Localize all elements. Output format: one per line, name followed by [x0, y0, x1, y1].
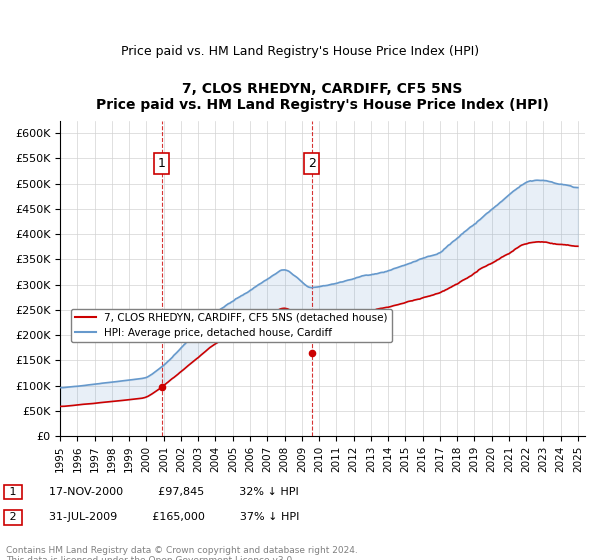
Text: 2: 2	[308, 157, 316, 170]
Legend: 7, CLOS RHEDYN, CARDIFF, CF5 5NS (detached house), HPI: Average price, detached : 7, CLOS RHEDYN, CARDIFF, CF5 5NS (detach…	[71, 309, 392, 342]
Point	[307, 348, 317, 357]
Text: 17-NOV-2000          £97,845          32% ↓ HPI: 17-NOV-2000 £97,845 32% ↓ HPI	[42, 487, 299, 497]
Text: Contains HM Land Registry data © Crown copyright and database right 2024.
This d: Contains HM Land Registry data © Crown c…	[6, 546, 358, 560]
Text: 31-JUL-2009          £165,000          37% ↓ HPI: 31-JUL-2009 £165,000 37% ↓ HPI	[42, 512, 299, 522]
Title: 7, CLOS RHEDYN, CARDIFF, CF5 5NS
Price paid vs. HM Land Registry's House Price I: 7, CLOS RHEDYN, CARDIFF, CF5 5NS Price p…	[96, 82, 549, 113]
Text: 2: 2	[6, 512, 20, 522]
Text: Price paid vs. HM Land Registry's House Price Index (HPI): Price paid vs. HM Land Registry's House …	[121, 45, 479, 58]
Text: 1: 1	[6, 487, 20, 497]
Text: 1: 1	[158, 157, 166, 170]
Point	[157, 382, 166, 391]
